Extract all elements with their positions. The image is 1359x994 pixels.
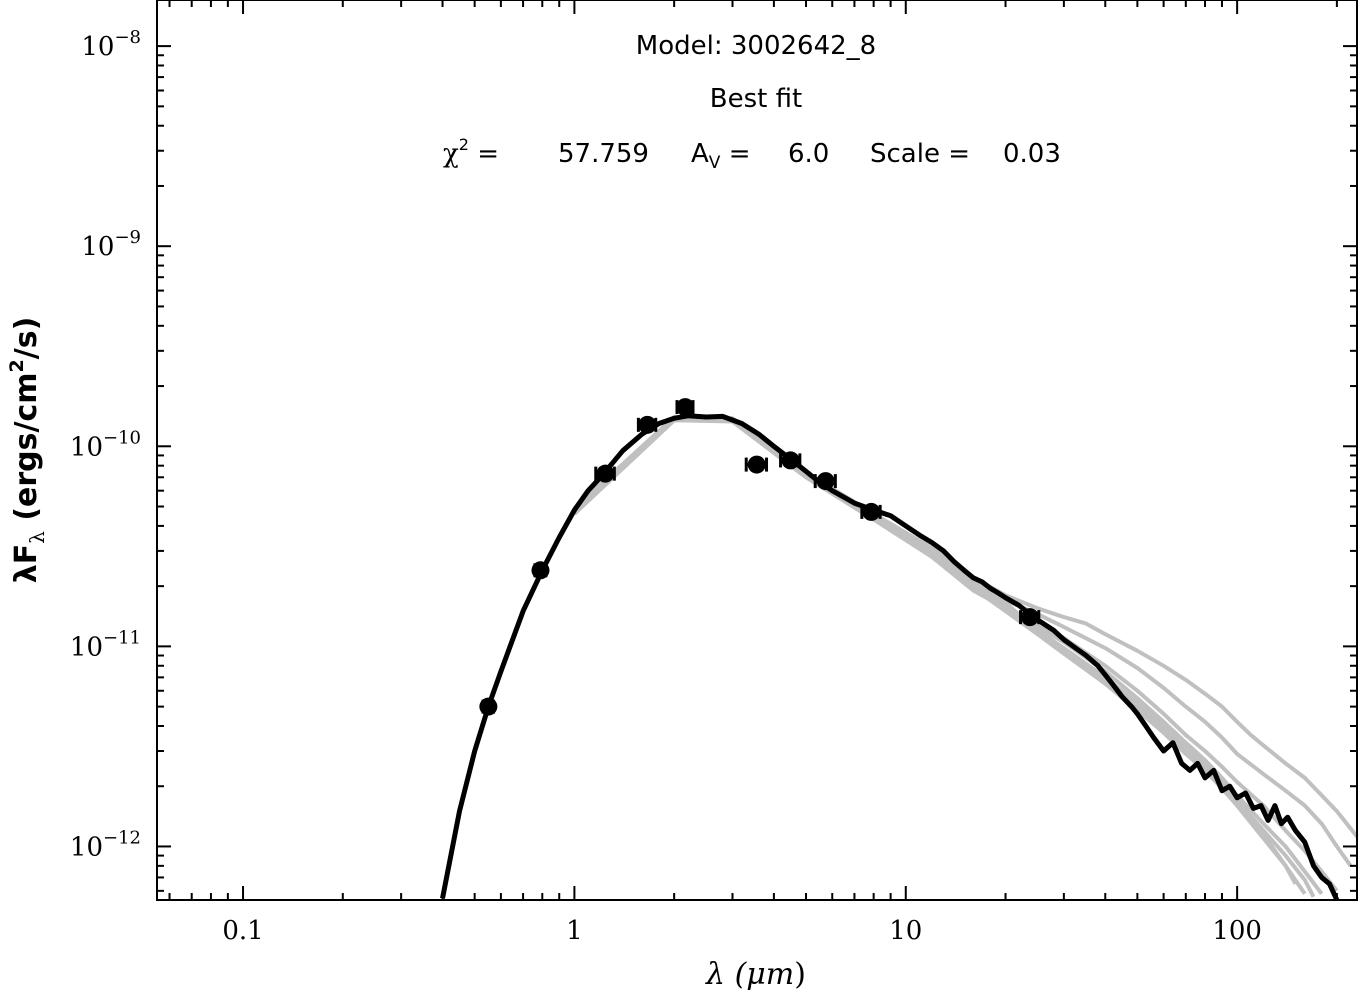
- data-point: [779, 451, 802, 470]
- y-tick-label: 10−10: [70, 427, 141, 462]
- plot-frame: [156, 0, 1358, 901]
- x-axis-title: λ (μm): [705, 957, 806, 992]
- scale-value: 0.03: [1003, 139, 1061, 169]
- y-tick-label: 10−8: [81, 27, 141, 62]
- chi-squared-label: χ2 =: [443, 135, 499, 169]
- model-fit-line-5: [573, 415, 1316, 898]
- x-tick-label: 0.1: [222, 916, 263, 946]
- data-point: [744, 455, 769, 474]
- x-tick-label: 1: [566, 916, 583, 946]
- data-point: [531, 561, 550, 580]
- data-point: [636, 415, 658, 434]
- av-value: 6.0: [788, 139, 829, 169]
- chi-squared-value: 57.759: [558, 139, 649, 169]
- y-tick-label: 10−11: [70, 627, 141, 662]
- model-fit-line-3: [573, 417, 1339, 893]
- data-point: [479, 697, 498, 716]
- data-point-marker: [781, 451, 800, 470]
- data-points-layer: [479, 398, 1041, 716]
- model-fits-layer: [440, 413, 1359, 902]
- data-point-marker: [479, 697, 498, 716]
- data-point: [860, 502, 882, 521]
- model-name-annotation: Model: 3002642_8: [636, 31, 876, 61]
- axis-ticks-layer: 0.1 1 10 100 10−12 10−11 10−10 10−9 10−8: [70, 0, 1357, 946]
- model-fit-line-6: [573, 418, 1307, 895]
- data-point-marker: [531, 561, 550, 580]
- best-fit-line: [440, 413, 1340, 902]
- data-point: [594, 464, 616, 483]
- data-point-marker: [596, 464, 615, 483]
- y-tick-label: 10−12: [70, 827, 141, 862]
- fit-stats-annotation: χ2 = 57.759 AV = 6.0 Scale = 0.03: [443, 135, 1061, 173]
- scale-label: Scale =: [870, 139, 970, 169]
- y-tick-label: 10−9: [81, 227, 141, 262]
- fit-type-annotation: Best fit: [710, 84, 802, 114]
- data-point-marker: [747, 455, 766, 474]
- y-axis-title: λFλ (ergs/cm2/s): [6, 317, 49, 584]
- data-point: [1019, 608, 1041, 627]
- data-point-marker: [862, 502, 881, 521]
- data-point-marker: [816, 472, 835, 491]
- x-tick-label: 10: [889, 916, 922, 946]
- av-label: AV =: [691, 139, 751, 173]
- data-point-marker: [638, 415, 657, 434]
- data-point: [675, 398, 695, 417]
- data-point: [813, 472, 837, 491]
- x-tick-label: 100: [1212, 916, 1262, 946]
- data-point-marker: [1020, 608, 1039, 627]
- model-fit-line-7: [573, 415, 1298, 885]
- model-fit-line-1: [573, 416, 1359, 838]
- model-fit-line-4: [573, 416, 1324, 896]
- data-point-marker: [676, 398, 695, 417]
